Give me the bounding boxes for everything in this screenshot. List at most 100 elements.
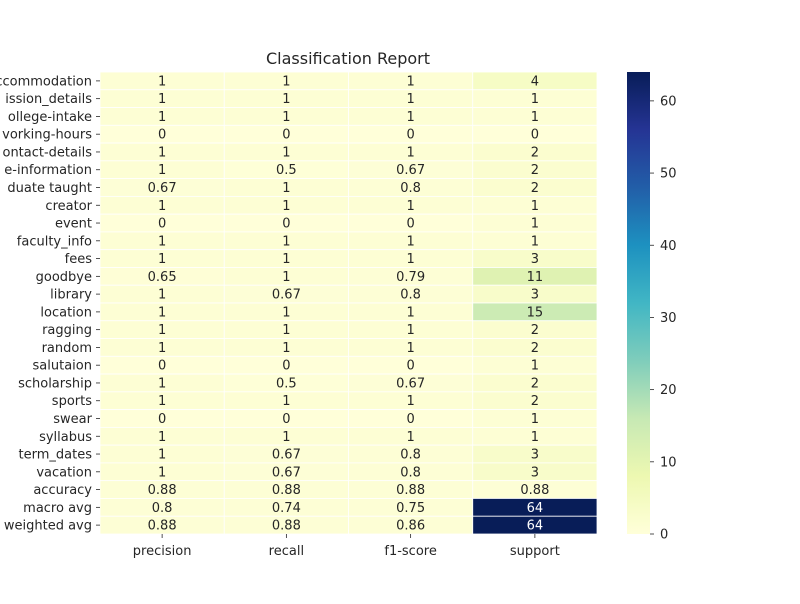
cell-value-label: 0 <box>158 359 166 374</box>
cell-value-label: 2 <box>531 181 539 196</box>
cell-value-label: 1 <box>282 199 290 214</box>
cell-value-label: 4 <box>531 74 539 89</box>
row-label: ission_details <box>5 92 92 107</box>
chart-title: Classification Report <box>266 49 430 68</box>
cell-value-label: 1 <box>531 359 539 374</box>
row-label: sports <box>52 394 92 409</box>
column-label: f1-score <box>384 544 436 559</box>
row-label: ontact-details <box>2 145 92 160</box>
cell-value-label: 0.88 <box>396 483 425 498</box>
cell-value-label: 1 <box>158 323 166 338</box>
row-label: goodbye <box>36 270 92 285</box>
cell-value-label: 0.67 <box>396 376 425 391</box>
cell-value-label: 0 <box>406 359 414 374</box>
cell-value-label: 1 <box>406 110 414 125</box>
cell-value-label: 0.67 <box>272 288 301 303</box>
cell-value-label: 1 <box>406 92 414 107</box>
row-label: swear <box>53 412 92 427</box>
cell-value-label: 3 <box>531 252 539 267</box>
cell-value-label: 1 <box>282 430 290 445</box>
cell-value-label: 0.8 <box>400 465 421 480</box>
cell-value-label: 1 <box>406 74 414 89</box>
cell-value-label: 1 <box>406 323 414 338</box>
colorbar-gradient <box>627 72 650 534</box>
cell-value-label: 1 <box>282 341 290 356</box>
cell-value-label: 1 <box>531 217 539 232</box>
cell-value-label: 0 <box>282 359 290 374</box>
cell-value-label: 0.75 <box>396 501 425 516</box>
cell-value-label: 1 <box>158 234 166 249</box>
cell-value-label: 0 <box>158 128 166 143</box>
cell-value-label: 1 <box>531 110 539 125</box>
row-label: location <box>40 305 92 320</box>
cell-value-label: 0.86 <box>396 519 425 534</box>
column-label: precision <box>133 544 192 559</box>
row-label: library <box>50 288 92 303</box>
cell-value-label: 0.88 <box>148 483 177 498</box>
row-label: vacation <box>36 465 92 480</box>
cell-value-label: 1 <box>282 145 290 160</box>
cell-value-label: 0.5 <box>276 163 297 178</box>
row-label: creator <box>45 199 92 214</box>
cell-value-label: 2 <box>531 163 539 178</box>
cell-value-label: 1 <box>406 430 414 445</box>
row-label: weighted avg <box>4 519 92 534</box>
cell-value-label: 0.79 <box>396 270 425 285</box>
cell-value-label: 1 <box>406 252 414 267</box>
row-label: e-information <box>4 163 92 178</box>
cell-value-label: 1 <box>406 394 414 409</box>
cell-value-label: 1 <box>158 376 166 391</box>
colorbar: 0 10 20 30 40 50 60 <box>627 72 677 543</box>
cell-value-label: 1 <box>531 234 539 249</box>
cell-value-label: 1 <box>282 74 290 89</box>
cell-value-label: 3 <box>531 288 539 303</box>
cell-value-label: 0 <box>282 412 290 427</box>
row-label: ragging <box>42 323 92 338</box>
cell-value-label: 1 <box>406 305 414 320</box>
cell-value-label: 1 <box>158 305 166 320</box>
cell-value-label: 1 <box>282 234 290 249</box>
cell-value-label: 1 <box>158 145 166 160</box>
column-label: support <box>510 544 560 559</box>
cell-value-label: 1 <box>406 341 414 356</box>
column-labels: precision recall f1-score support <box>133 534 560 559</box>
cell-value-label: 0 <box>406 412 414 427</box>
cell-value-label: 0 <box>282 128 290 143</box>
cell-value-label: 1 <box>406 199 414 214</box>
cell-value-label: 11 <box>527 270 544 285</box>
cell-value-label: 3 <box>531 465 539 480</box>
cell-value-label: 0.67 <box>272 465 301 480</box>
cell-value-label: 0.8 <box>400 288 421 303</box>
colorbar-tick-label: 60 <box>660 94 677 109</box>
cell-value-label: 1 <box>531 199 539 214</box>
cell-value-label: 0.88 <box>148 519 177 534</box>
cell-value-label: 1 <box>531 430 539 445</box>
cell-value-label: 1 <box>158 110 166 125</box>
cell-value-label: 1 <box>282 92 290 107</box>
cell-value-label: 1 <box>282 270 290 285</box>
cell-value-label: 2 <box>531 145 539 160</box>
cell-value-label: 0.65 <box>148 270 177 285</box>
row-label: fees <box>65 252 93 267</box>
cell-value-label: 0.88 <box>272 483 301 498</box>
colorbar-tick-label: 30 <box>660 311 677 326</box>
colorbar-tick-label: 20 <box>660 383 677 398</box>
cell-value-label: 0 <box>158 412 166 427</box>
row-label: macro avg <box>23 501 92 516</box>
colorbar-tick-label: 40 <box>660 239 677 254</box>
cell-value-label: 1 <box>158 448 166 463</box>
row-label: ollege-intake <box>8 110 92 125</box>
cell-value-label: 1 <box>282 181 290 196</box>
row-label: scholarship <box>18 376 92 391</box>
row-label: faculty_info <box>17 234 92 249</box>
row-label: salutaion <box>33 359 92 374</box>
cell-value-label: 1 <box>282 323 290 338</box>
cell-value-label: 3 <box>531 448 539 463</box>
cell-value-label: 1 <box>158 288 166 303</box>
cell-value-label: 1 <box>158 252 166 267</box>
column-label: recall <box>269 544 304 559</box>
cell-value-label: 2 <box>531 376 539 391</box>
cell-value-label: 2 <box>531 341 539 356</box>
row-labels: ccommodation ission_details ollege-intake v… <box>0 74 100 534</box>
row-label: accuracy <box>33 483 92 498</box>
